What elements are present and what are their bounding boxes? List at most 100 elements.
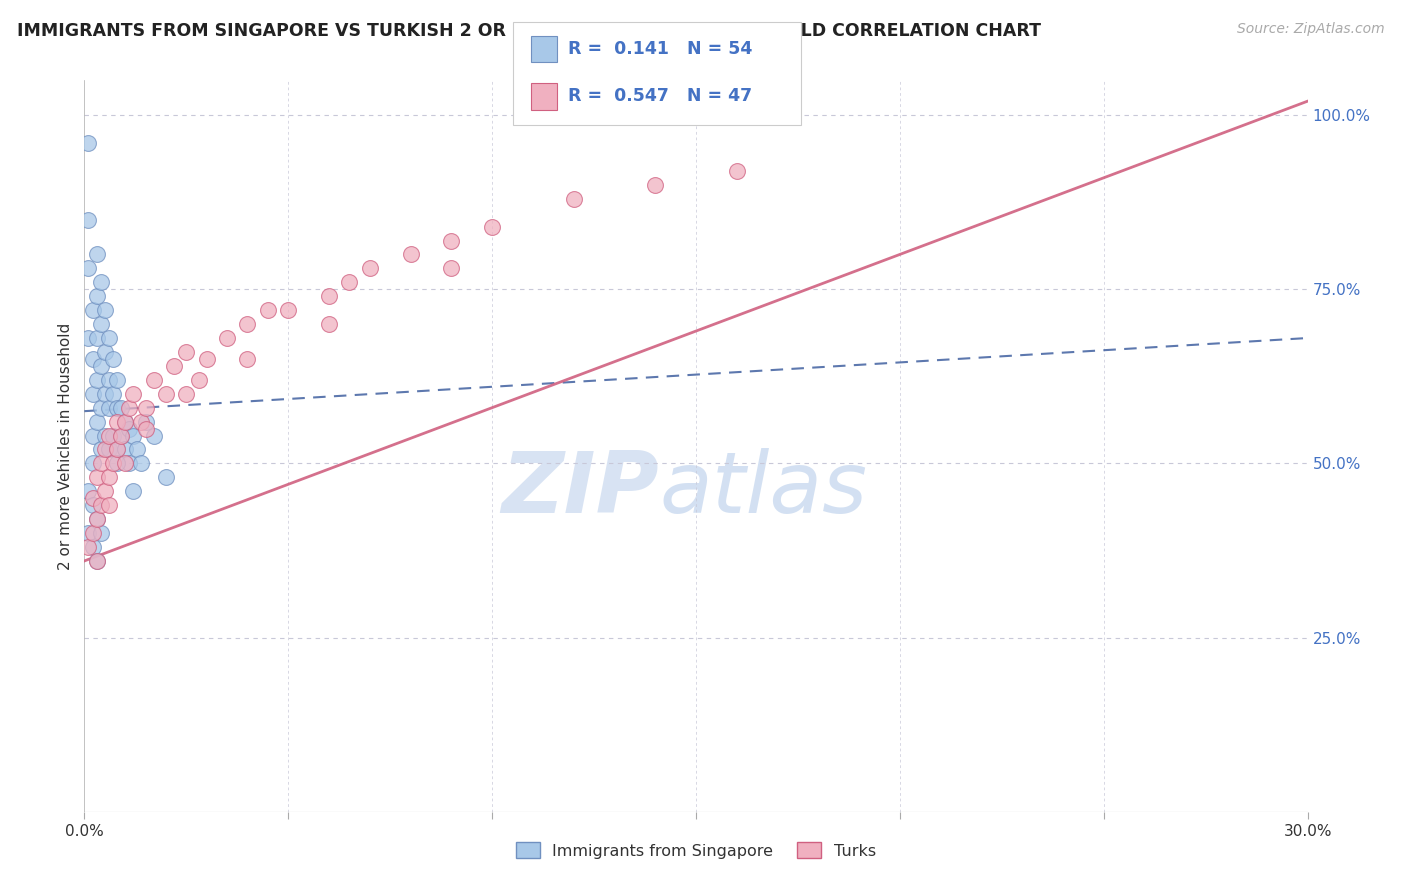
Point <box>86 415 108 429</box>
Point <box>155 386 177 401</box>
Point <box>97 428 120 442</box>
Point <box>277 303 299 318</box>
Point <box>86 512 108 526</box>
Point <box>122 428 145 442</box>
Point <box>90 401 112 415</box>
Legend: Immigrants from Singapore, Turks: Immigrants from Singapore, Turks <box>516 842 876 859</box>
Point <box>82 351 104 366</box>
Point <box>257 303 280 318</box>
Point <box>236 317 259 331</box>
Point <box>142 373 165 387</box>
Text: R =  0.547   N = 47: R = 0.547 N = 47 <box>568 87 752 105</box>
Point <box>236 351 259 366</box>
Point <box>90 275 112 289</box>
Point <box>86 373 108 387</box>
Point <box>101 386 124 401</box>
Point <box>97 498 120 512</box>
Point <box>114 415 136 429</box>
Point <box>118 401 141 415</box>
Point <box>86 247 108 261</box>
Point <box>82 526 104 541</box>
Point <box>77 540 100 554</box>
Point <box>359 261 381 276</box>
Point <box>127 442 149 457</box>
Point <box>110 428 132 442</box>
Point <box>86 289 108 303</box>
Point <box>105 373 128 387</box>
Point <box>122 386 145 401</box>
Point <box>440 261 463 276</box>
Point <box>82 491 104 506</box>
Point <box>90 442 112 457</box>
Point <box>481 219 503 234</box>
Point <box>93 442 115 457</box>
Point <box>77 212 100 227</box>
Point <box>174 386 197 401</box>
Point <box>77 136 100 150</box>
Text: Source: ZipAtlas.com: Source: ZipAtlas.com <box>1237 22 1385 37</box>
Point <box>318 317 340 331</box>
Text: R =  0.141   N = 54: R = 0.141 N = 54 <box>568 40 752 58</box>
Point <box>93 386 115 401</box>
Point <box>110 428 132 442</box>
Point <box>195 351 218 366</box>
Point <box>101 428 124 442</box>
Y-axis label: 2 or more Vehicles in Household: 2 or more Vehicles in Household <box>58 322 73 570</box>
Point <box>93 303 115 318</box>
Point <box>217 331 239 345</box>
Point <box>174 345 197 359</box>
Point <box>142 428 165 442</box>
Point <box>97 470 120 484</box>
Point <box>82 303 104 318</box>
Point <box>82 428 104 442</box>
Text: IMMIGRANTS FROM SINGAPORE VS TURKISH 2 OR MORE VEHICLES IN HOUSEHOLD CORRELATION: IMMIGRANTS FROM SINGAPORE VS TURKISH 2 O… <box>17 22 1040 40</box>
Point <box>82 386 104 401</box>
Point <box>77 261 100 276</box>
Point <box>90 457 112 471</box>
Point <box>82 457 104 471</box>
Point <box>77 484 100 499</box>
Point <box>135 415 157 429</box>
Point <box>114 457 136 471</box>
Point <box>318 289 340 303</box>
Point <box>105 442 128 457</box>
Point <box>101 457 124 471</box>
Point <box>97 442 120 457</box>
Point <box>131 415 153 429</box>
Point <box>122 484 145 499</box>
Point <box>725 164 748 178</box>
Point <box>90 526 112 541</box>
Point <box>114 415 136 429</box>
Point <box>90 359 112 373</box>
Point <box>97 331 120 345</box>
Point <box>131 457 153 471</box>
Point <box>86 554 108 568</box>
Point <box>562 192 585 206</box>
Point <box>101 351 124 366</box>
Point <box>135 421 157 435</box>
Point <box>105 442 128 457</box>
Point <box>86 470 108 484</box>
Point <box>86 512 108 526</box>
Point <box>105 457 128 471</box>
Point <box>77 526 100 541</box>
Point <box>93 345 115 359</box>
Point <box>187 373 209 387</box>
Point <box>105 401 128 415</box>
Text: ZIP: ZIP <box>502 449 659 532</box>
Point <box>118 421 141 435</box>
Point <box>135 401 157 415</box>
Point <box>77 331 100 345</box>
Point <box>90 498 112 512</box>
Point <box>93 428 115 442</box>
Point <box>339 275 361 289</box>
Point <box>90 317 112 331</box>
Point <box>440 234 463 248</box>
Point <box>110 401 132 415</box>
Text: atlas: atlas <box>659 449 868 532</box>
Point <box>82 498 104 512</box>
Point <box>644 178 666 192</box>
Point <box>118 457 141 471</box>
Point <box>82 540 104 554</box>
Point <box>93 484 115 499</box>
